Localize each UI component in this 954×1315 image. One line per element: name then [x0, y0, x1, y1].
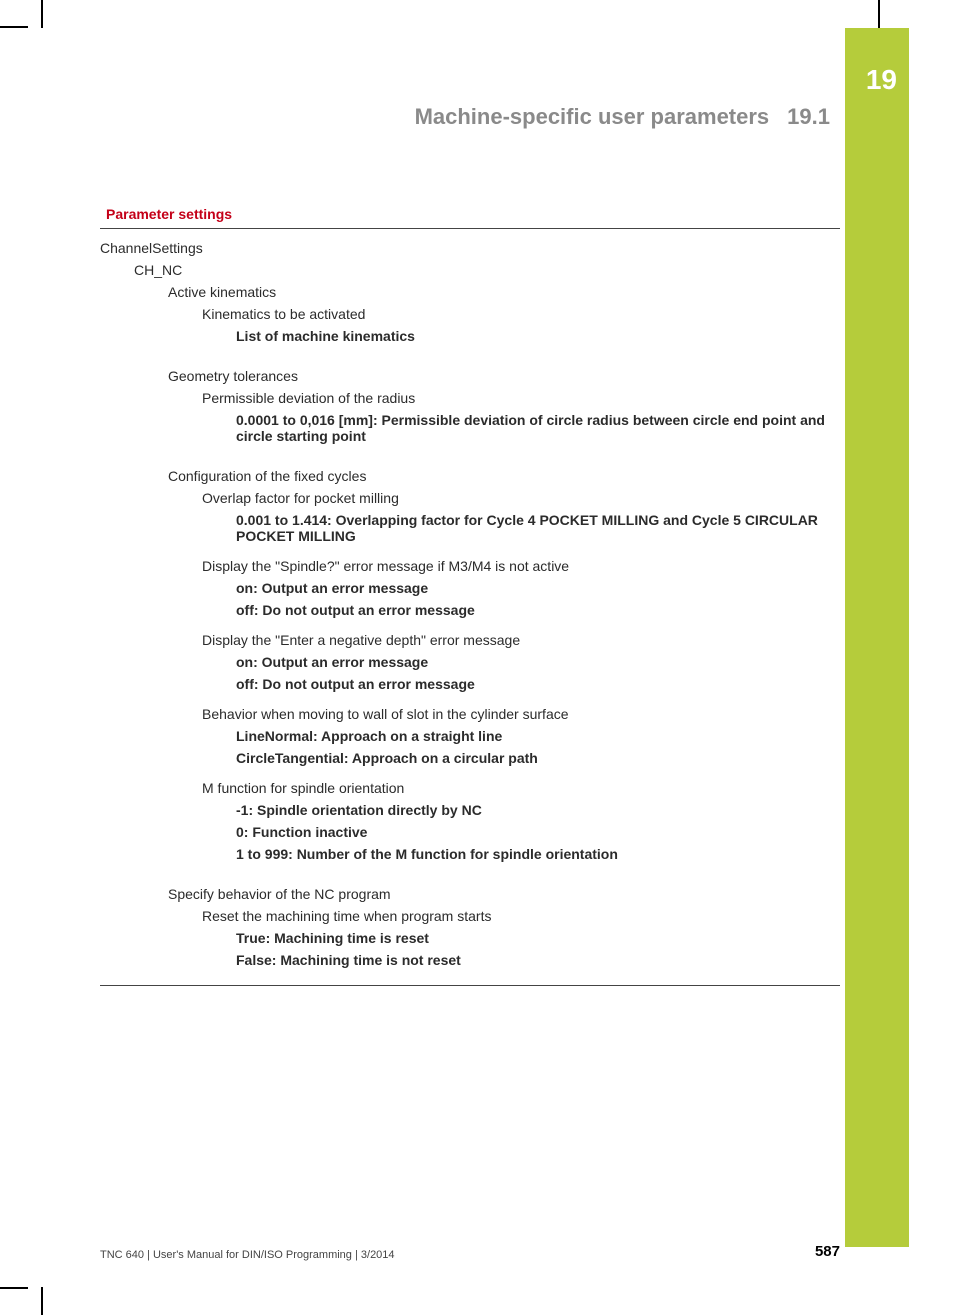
param-neg-depth-off: off: Do not output an error message [236, 673, 840, 695]
param-slot-wall-sub: Behavior when moving to wall of slot in … [202, 703, 840, 725]
param-m-function-neg1: -1: Spindle orientation directly by NC [236, 799, 840, 821]
chapter-number: 19 [866, 64, 897, 96]
param-neg-depth-on: on: Output an error message [236, 651, 840, 673]
page-number: 587 [815, 1243, 840, 1260]
crop-mark [0, 26, 28, 28]
side-tab [845, 28, 909, 1247]
param-overlap-sub: Overlap factor for pocket milling [202, 487, 840, 509]
param-neg-depth-sub: Display the "Enter a negative depth" err… [202, 629, 840, 651]
page-footer: TNC 640 | User's Manual for DIN/ISO Prog… [100, 1245, 840, 1263]
footer-doc-title: TNC 640 | User's Manual for DIN/ISO Prog… [100, 1249, 395, 1261]
crop-mark [878, 0, 880, 28]
crop-mark [41, 1287, 43, 1315]
content-area: Parameter settings ChannelSettings CH_NC… [100, 200, 840, 986]
header-section-number: 19.1 [787, 104, 830, 129]
param-overlap-value: 0.001 to 1.414: Overlapping factor for C… [236, 509, 840, 547]
param-geometry-sub: Permissible deviation of the radius [202, 387, 840, 409]
param-geometry-value: 0.0001 to 0,016 [mm]: Permissible deviat… [236, 409, 840, 447]
param-m-function-0: 0: Function inactive [236, 821, 840, 843]
param-root: ChannelSettings [100, 237, 840, 259]
param-spindle-err-on: on: Output an error message [236, 577, 840, 599]
table-header: Parameter settings [100, 200, 840, 229]
table-body: ChannelSettings CH_NC Active kinematics … [100, 229, 840, 986]
param-nc-behavior: Specify behavior of the NC program [168, 883, 840, 905]
param-channel: CH_NC [134, 259, 840, 281]
param-kinematics-value: List of machine kinematics [236, 325, 840, 347]
crop-mark [41, 0, 43, 28]
param-fixed-cycles: Configuration of the fixed cycles [168, 465, 840, 487]
param-reset-time-true: True: Machining time is reset [236, 927, 840, 949]
param-spindle-err-off: off: Do not output an error message [236, 599, 840, 621]
param-slot-wall-circle: CircleTangential: Approach on a circular… [236, 747, 840, 769]
param-kinematics-sub: Kinematics to be activated [202, 303, 840, 325]
param-spindle-err-sub: Display the "Spindle?" error message if … [202, 555, 840, 577]
param-m-function-sub: M function for spindle orientation [202, 777, 840, 799]
crop-mark [0, 1287, 28, 1289]
param-slot-wall-line: LineNormal: Approach on a straight line [236, 725, 840, 747]
param-active-kinematics: Active kinematics [168, 281, 840, 303]
param-reset-time-sub: Reset the machining time when program st… [202, 905, 840, 927]
param-reset-time-false: False: Machining time is not reset [236, 949, 840, 971]
param-m-function-range: 1 to 999: Number of the M function for s… [236, 843, 840, 865]
param-geometry-tolerances: Geometry tolerances [168, 365, 840, 387]
page-header: Machine-specific user parameters 19.1 [100, 104, 830, 130]
header-title-text: Machine-specific user parameters [415, 104, 770, 129]
